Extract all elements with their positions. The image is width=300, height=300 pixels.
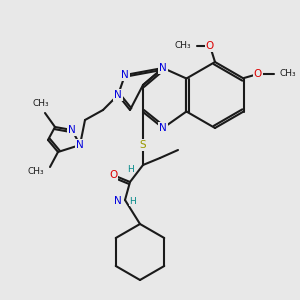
- Text: CH₃: CH₃: [280, 70, 296, 79]
- Text: O: O: [254, 69, 262, 79]
- Text: CH₃: CH₃: [28, 167, 44, 176]
- Text: N: N: [76, 140, 84, 150]
- Text: CH₃: CH₃: [33, 98, 49, 107]
- Text: N: N: [68, 125, 76, 135]
- Text: S: S: [140, 140, 146, 150]
- Text: N: N: [159, 63, 167, 73]
- Text: O: O: [206, 41, 214, 51]
- Text: H: H: [130, 196, 136, 206]
- Text: N: N: [159, 123, 167, 133]
- Text: H: H: [127, 166, 134, 175]
- Text: N: N: [121, 70, 129, 80]
- Text: N: N: [114, 196, 122, 206]
- Text: O: O: [109, 170, 117, 180]
- Text: CH₃: CH₃: [175, 41, 191, 50]
- Text: N: N: [114, 90, 122, 100]
